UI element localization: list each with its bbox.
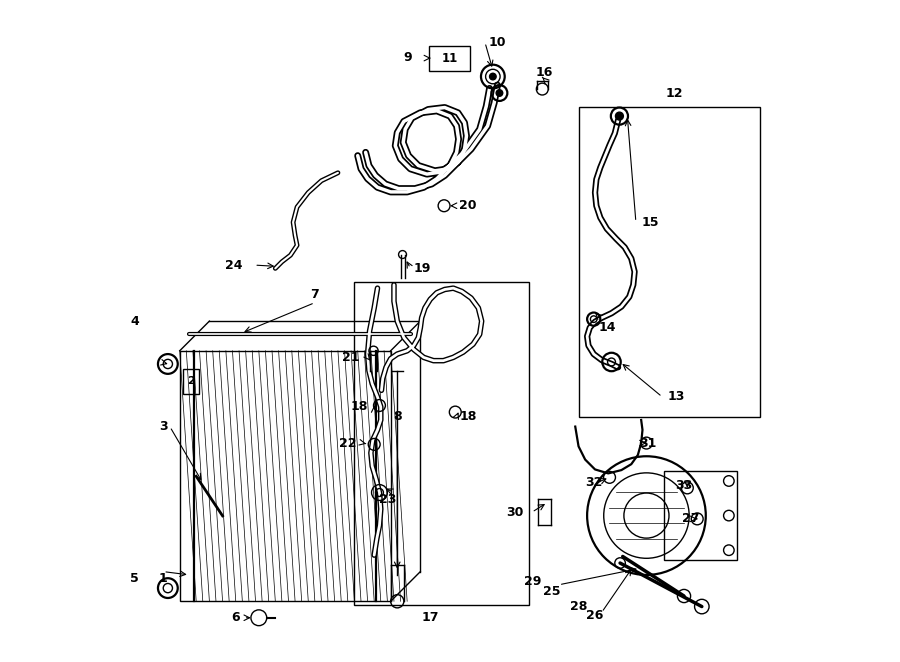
- Text: 11: 11: [441, 52, 457, 65]
- Text: 9: 9: [404, 51, 412, 64]
- Text: 24: 24: [225, 259, 242, 271]
- Text: 2: 2: [187, 376, 195, 386]
- Text: 22: 22: [339, 436, 356, 449]
- Text: 23: 23: [379, 493, 396, 506]
- Text: 18: 18: [350, 401, 367, 413]
- Text: 17: 17: [421, 611, 439, 624]
- Text: 28: 28: [570, 600, 587, 613]
- Text: 18: 18: [460, 410, 477, 423]
- Text: 7: 7: [310, 288, 320, 301]
- Text: 14: 14: [598, 321, 616, 334]
- Text: 20: 20: [459, 199, 476, 213]
- PathPatch shape: [180, 351, 391, 601]
- Text: 27: 27: [682, 512, 699, 526]
- Text: 26: 26: [586, 609, 604, 622]
- Circle shape: [616, 112, 624, 120]
- Text: 33: 33: [675, 479, 693, 493]
- Text: 15: 15: [641, 216, 659, 229]
- Text: 1: 1: [159, 572, 167, 585]
- Text: 13: 13: [668, 391, 685, 403]
- Text: 29: 29: [524, 575, 541, 588]
- Text: 31: 31: [639, 436, 656, 449]
- Bar: [664, 471, 737, 560]
- Text: 16: 16: [536, 66, 553, 79]
- Text: 19: 19: [414, 262, 431, 275]
- Text: 10: 10: [488, 36, 506, 49]
- Text: 8: 8: [393, 410, 401, 423]
- Text: 3: 3: [159, 420, 167, 433]
- Text: 6: 6: [231, 611, 240, 624]
- Bar: [355, 281, 529, 604]
- Text: 30: 30: [507, 506, 524, 519]
- Bar: [429, 46, 470, 71]
- Text: 5: 5: [130, 572, 139, 585]
- Circle shape: [490, 73, 496, 80]
- Text: 4: 4: [130, 314, 139, 328]
- Text: 32: 32: [585, 476, 602, 489]
- Text: 25: 25: [544, 585, 561, 598]
- Text: 21: 21: [342, 351, 360, 364]
- Circle shape: [496, 90, 503, 96]
- Bar: [579, 107, 760, 416]
- Text: 12: 12: [665, 87, 683, 100]
